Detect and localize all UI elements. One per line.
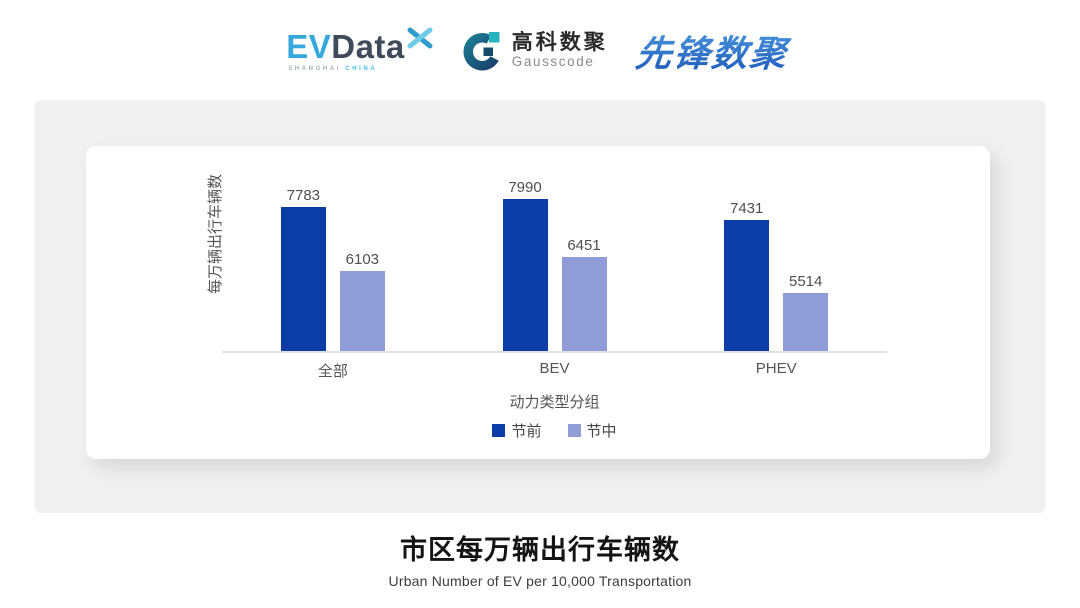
category-band: 7990 6451 bbox=[444, 179, 666, 351]
gausscode-en-name: Gausscode bbox=[511, 54, 595, 70]
evdata-subtext-china: CHINA bbox=[345, 66, 378, 72]
evdata-logo: EV Data SHANGHAI CHINA bbox=[286, 27, 433, 72]
legend-label: 节中 bbox=[586, 423, 617, 440]
evdata-wordmark: EV Data bbox=[286, 27, 433, 65]
bar-全部-节中: 6103 bbox=[339, 251, 385, 351]
evdata-star-icon bbox=[407, 27, 433, 49]
category-label-PHEV: PHEV bbox=[755, 360, 797, 377]
chart-panel: 每万辆出行车辆数 7783 6103 7990 6451 7431 5514 全部 BEV P… bbox=[35, 100, 1045, 513]
bar-value-label: 6451 bbox=[567, 237, 601, 254]
bar-BEV-节前: 7990 bbox=[502, 179, 548, 351]
legend: 节前 节中 bbox=[222, 420, 887, 441]
category-label-BEV: BEV bbox=[539, 360, 570, 377]
bar-全部-节前: 7783 bbox=[280, 187, 326, 351]
category-labels: 全部 BEV PHEV bbox=[222, 360, 887, 381]
gausscode-text: 高科数聚 Gausscode bbox=[512, 32, 608, 69]
evdata-subtext: SHANGHAI CHINA bbox=[286, 66, 433, 72]
gausscode-logo: 高科数聚 Gausscode bbox=[461, 30, 608, 72]
gausscode-cn-name: 高科数聚 bbox=[511, 31, 608, 55]
plot-area: 7783 6103 7990 6451 7431 5514 bbox=[222, 179, 887, 353]
bar-value-label: 7431 bbox=[729, 200, 764, 217]
bar-value-label: 5514 bbox=[788, 273, 823, 290]
legend-item-节前[interactable]: 节前 bbox=[492, 420, 542, 441]
bar-BEV-节中: 6451 bbox=[561, 237, 607, 351]
y-axis-label: 每万辆出行车辆数 bbox=[207, 174, 224, 295]
bar-PHEV-节中: 5514 bbox=[783, 273, 829, 351]
gausscode-g-icon bbox=[463, 32, 500, 71]
category-band: 7431 5514 bbox=[665, 183, 887, 351]
bar-PHEV-节前: 7431 bbox=[724, 200, 770, 351]
logo-bar: EV Data SHANGHAI CHINA bbox=[0, 0, 1080, 96]
bar-value-label: 7783 bbox=[286, 187, 321, 204]
bar-value-label: 6103 bbox=[345, 251, 380, 268]
evdata-word-data: Data bbox=[331, 28, 405, 65]
legend-label: 节前 bbox=[511, 423, 542, 440]
legend-swatch bbox=[492, 424, 506, 437]
evdata-subtext-shanghai: SHANGHAI bbox=[288, 66, 342, 72]
category-label-全部: 全部 bbox=[317, 363, 348, 380]
page-subtitle: Urban Number of EV per 10,000 Transporta… bbox=[388, 573, 692, 589]
page-title: 市区每万辆出行车辆数 bbox=[400, 535, 680, 565]
x-axis-name: 动力类型分组 bbox=[509, 394, 600, 411]
legend-item-节中[interactable]: 节中 bbox=[567, 420, 617, 441]
legend-swatch bbox=[567, 424, 581, 437]
xianfeng-logo: 先锋数聚 bbox=[633, 25, 796, 77]
evdata-word-ev: EV bbox=[286, 28, 332, 65]
chart-card: 每万辆出行车辆数 7783 6103 7990 6451 7431 5514 全部 BEV P… bbox=[86, 146, 990, 459]
footer-title-block: 市区每万辆出行车辆数 Urban Number of EV per 10,000… bbox=[0, 528, 1080, 589]
category-band: 7783 6103 bbox=[222, 183, 444, 351]
bar-value-label: 7990 bbox=[508, 179, 542, 196]
